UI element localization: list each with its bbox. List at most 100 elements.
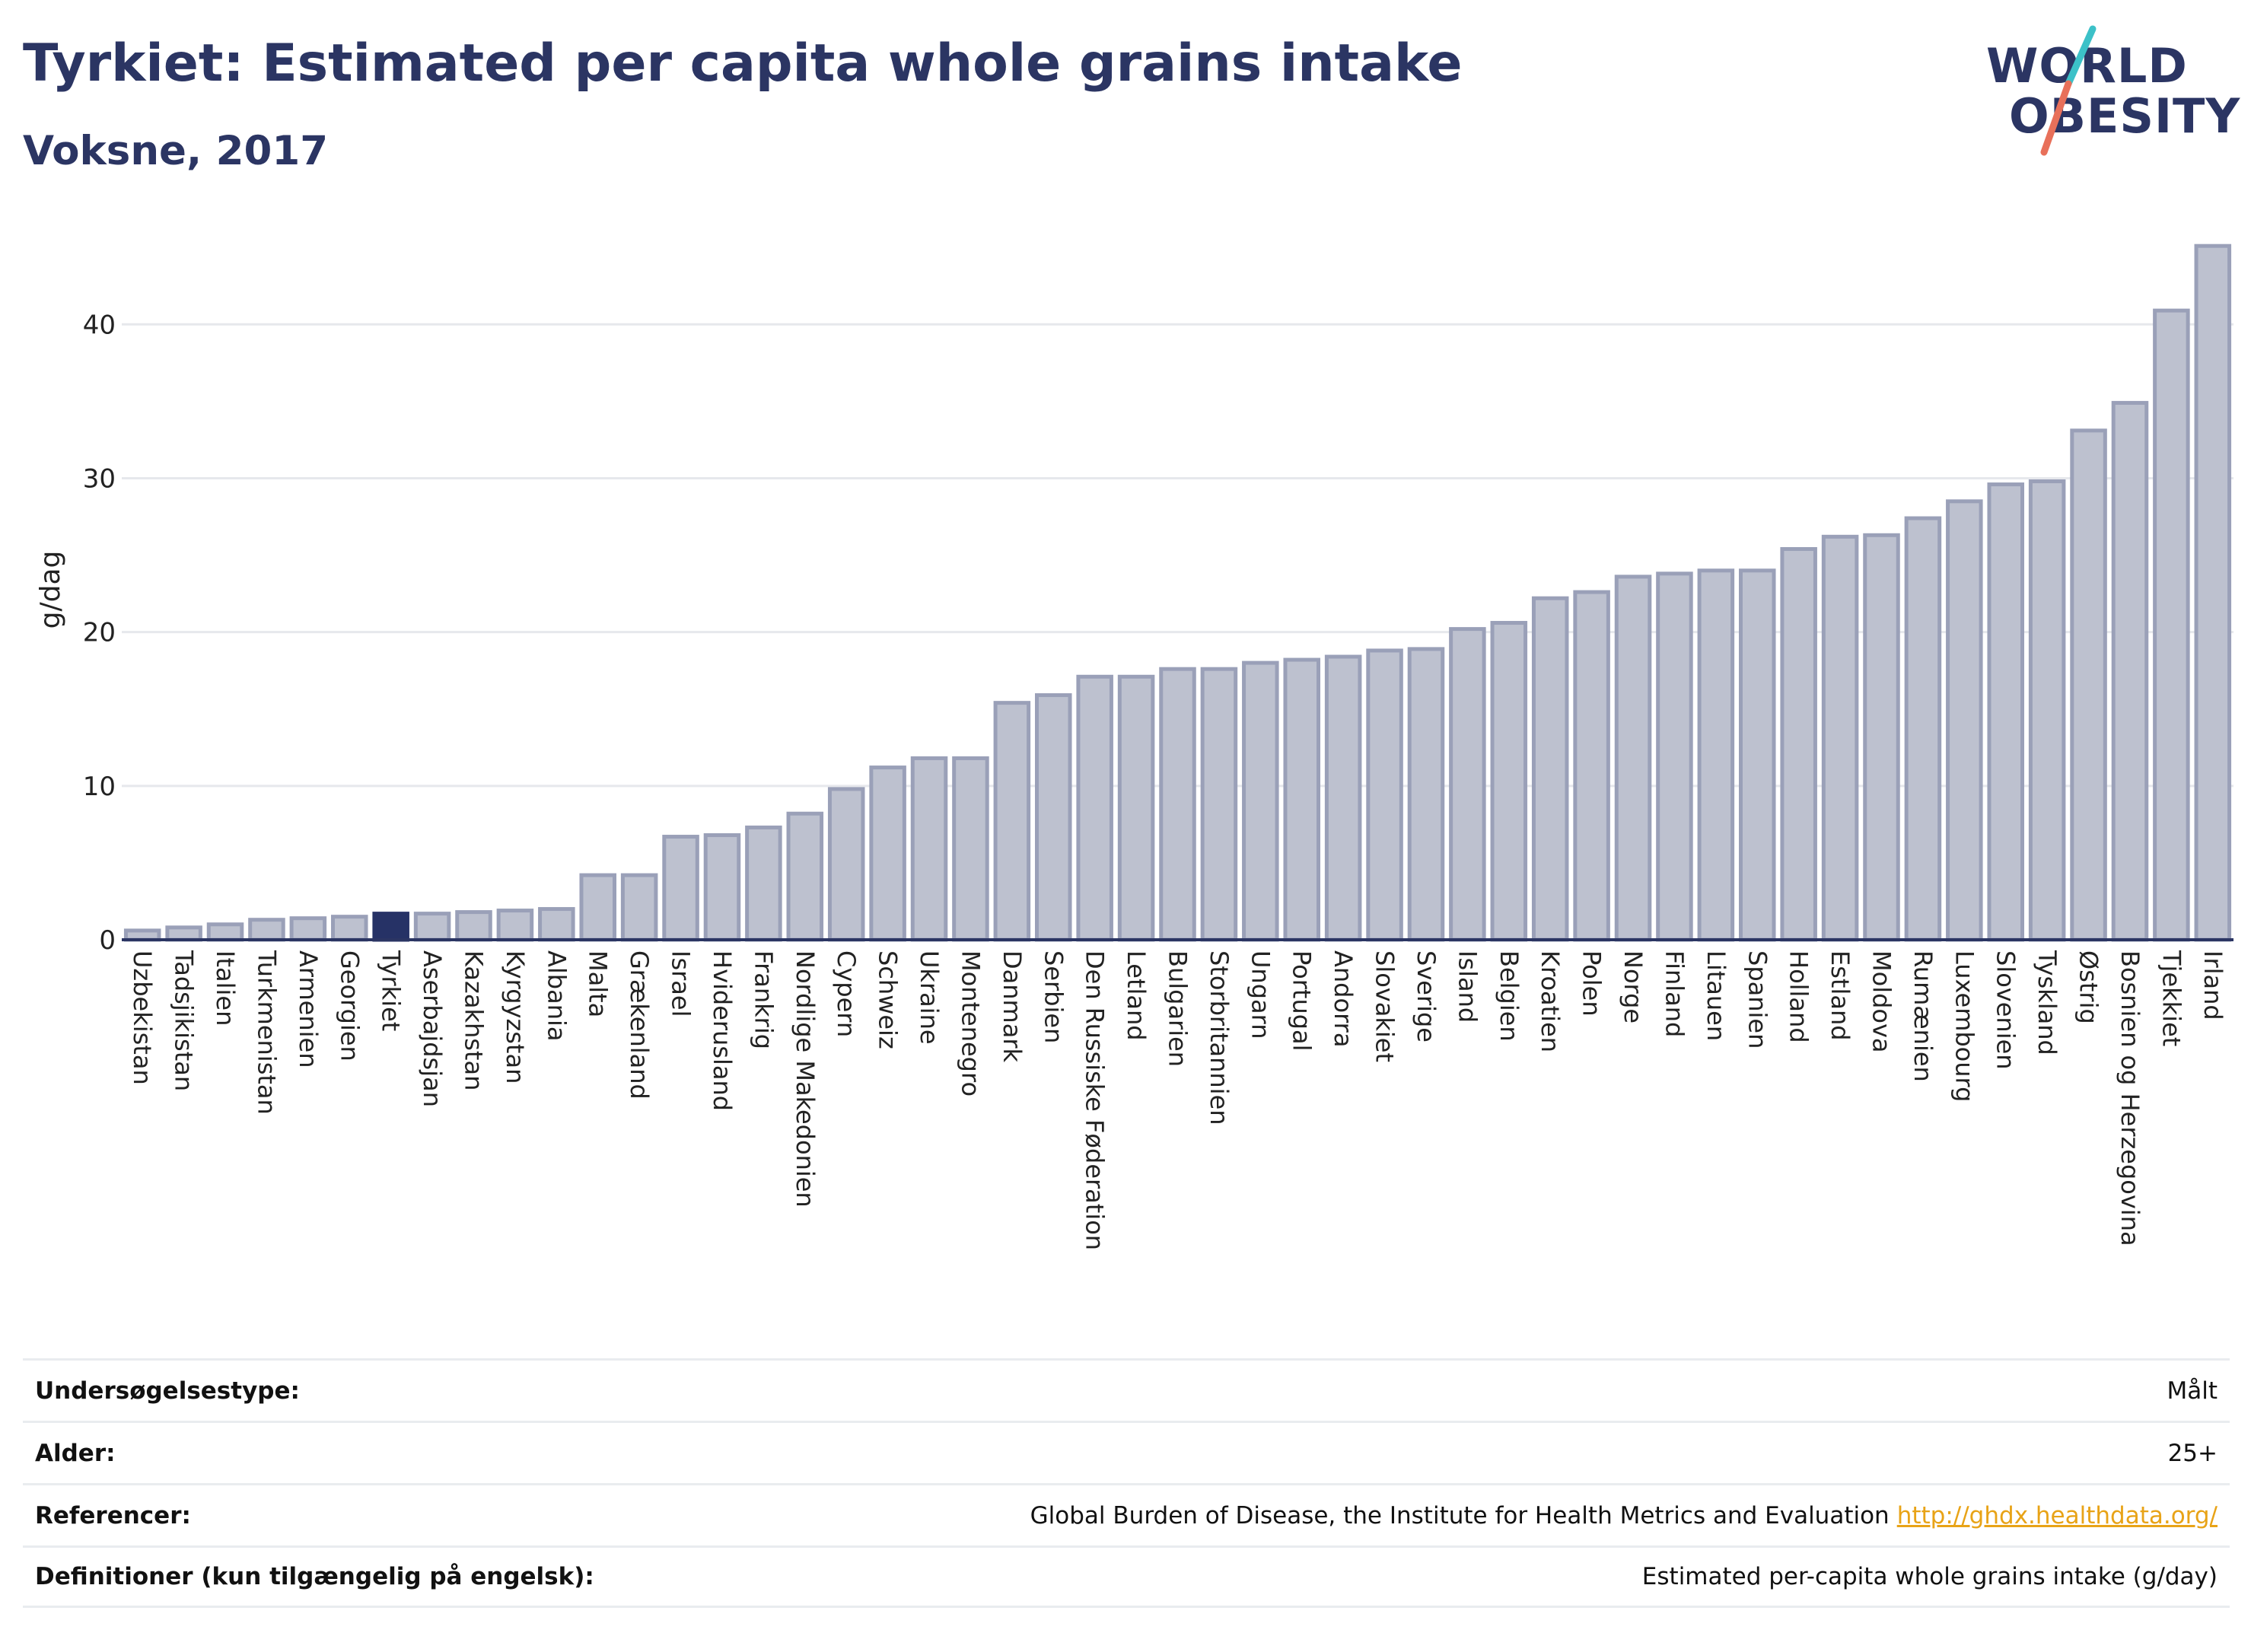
- x-tick-label: Slovenien: [1992, 950, 2020, 1070]
- bar[interactable]: [289, 916, 327, 942]
- x-tick-label: Tjekkiet: [2157, 950, 2186, 1046]
- bar[interactable]: [827, 787, 865, 942]
- meta-row-references: Referencer: Global Burden of Disease, th…: [23, 1483, 2230, 1545]
- meta-label: Definitioner (kun tilgængelig på engelsk…: [35, 1563, 594, 1590]
- x-tick-label: Frankrig: [749, 950, 778, 1049]
- bar[interactable]: [1035, 693, 1072, 942]
- bar[interactable]: [1656, 571, 1693, 942]
- logo-slash-icon: [2040, 25, 2097, 156]
- x-tick-label: Moldova: [1867, 950, 1896, 1053]
- bar[interactable]: [1117, 674, 1155, 942]
- meta-value: Global Burden of Disease, the Institute …: [1030, 1501, 1890, 1529]
- x-tick-label: Kazakhstan: [460, 950, 489, 1090]
- reference-link[interactable]: http://ghdx.healthdata.org/: [1896, 1501, 2218, 1529]
- bar[interactable]: [662, 835, 699, 942]
- bar[interactable]: [331, 915, 368, 942]
- bar[interactable]: [745, 825, 782, 942]
- x-tick-label: Serbien: [1039, 950, 1068, 1043]
- bar[interactable]: [165, 925, 202, 942]
- x-tick-label: Uzbekistan: [128, 950, 157, 1085]
- x-tick-labels: Uzbekistan Tadsjikistan Italien Turkmenista…: [128, 950, 2227, 1250]
- bar-highlighted[interactable]: [372, 912, 409, 942]
- bar[interactable]: [1904, 516, 1942, 942]
- meta-label: Undersøgelsestype:: [35, 1377, 300, 1405]
- bar[interactable]: [1407, 647, 1445, 942]
- bar[interactable]: [1614, 575, 1652, 942]
- meta-value: Estimated per-capita whole grains intake…: [1641, 1563, 2218, 1590]
- x-tick-label: Finland: [1660, 950, 1689, 1037]
- x-tick-label: Israel: [667, 950, 696, 1017]
- bar[interactable]: [413, 912, 451, 942]
- x-tick-label: Turkmenistan: [252, 950, 281, 1115]
- bar[interactable]: [1200, 667, 1238, 942]
- bar[interactable]: [1449, 627, 1486, 942]
- bar[interactable]: [206, 922, 244, 942]
- bar[interactable]: [1697, 568, 1735, 942]
- x-tick-label: Polen: [1578, 950, 1606, 1017]
- x-tick-label: Portugal: [1288, 950, 1317, 1052]
- bar[interactable]: [1863, 533, 1900, 942]
- x-tick-label: Montenegro: [956, 950, 985, 1097]
- bar[interactable]: [1159, 667, 1196, 942]
- bar[interactable]: [2194, 244, 2232, 942]
- x-tick-label: Tyrkiet: [377, 950, 406, 1031]
- x-tick-label: Slovakiet: [1371, 950, 1399, 1062]
- x-tick-label: Spanien: [1743, 950, 1772, 1049]
- x-tick-label: Nordlige Makedonien: [791, 950, 820, 1208]
- x-tick-label: Cypern: [832, 950, 861, 1037]
- x-tick-label: Grækenland: [625, 950, 654, 1100]
- world-obesity-logo[interactable]: WORLD OBESITY: [1986, 21, 2240, 158]
- bars: [123, 244, 2232, 942]
- meta-row-definition: Definitioner (kun tilgængelig på engelsk…: [23, 1545, 2230, 1608]
- bar[interactable]: [248, 918, 285, 942]
- bar[interactable]: [579, 873, 616, 942]
- bar[interactable]: [1324, 654, 1362, 942]
- bar[interactable]: [2111, 400, 2149, 942]
- bar[interactable]: [2028, 479, 2066, 942]
- x-tick-label: Schweiz: [874, 950, 903, 1049]
- bar[interactable]: [1076, 674, 1113, 942]
- x-tick-label: Kyrgyzstan: [501, 950, 530, 1084]
- x-tick-label: Den Russiske Føderation: [1081, 950, 1110, 1250]
- x-tick-label: Letland: [1122, 950, 1151, 1041]
- y-tick-label: 30: [83, 463, 116, 494]
- bar[interactable]: [538, 907, 575, 942]
- bar[interactable]: [620, 873, 658, 942]
- bar[interactable]: [496, 909, 534, 942]
- bar[interactable]: [1780, 546, 1817, 942]
- bar[interactable]: [1490, 621, 1528, 942]
- bar[interactable]: [703, 833, 741, 942]
- bar[interactable]: [786, 811, 824, 942]
- meta-row-age: Alder: 25+: [23, 1421, 2230, 1483]
- meta-label: Alder:: [35, 1439, 116, 1467]
- x-tick-label: Luxembourg: [1950, 950, 1979, 1102]
- bar[interactable]: [455, 910, 492, 942]
- x-tick-label: Tyskland: [2033, 950, 2062, 1055]
- x-tick-label: Bosnien og Herzegovina: [2116, 950, 2144, 1246]
- bar[interactable]: [1821, 534, 1859, 942]
- x-tick-label: Island: [1453, 950, 1482, 1023]
- x-tick-label: Kroatien: [1536, 950, 1565, 1052]
- bar[interactable]: [952, 756, 989, 942]
- bar[interactable]: [1283, 657, 1320, 942]
- bar[interactable]: [993, 701, 1031, 942]
- y-tick-label: 20: [83, 618, 116, 648]
- x-tick-label: Estland: [1826, 950, 1855, 1041]
- bar[interactable]: [1531, 596, 1569, 942]
- bar[interactable]: [1242, 660, 1279, 942]
- bar[interactable]: [2070, 428, 2107, 942]
- bar[interactable]: [2153, 308, 2190, 942]
- bar[interactable]: [1739, 568, 1776, 942]
- x-tick-label: Ungarn: [1246, 950, 1275, 1039]
- x-tick-label: Litauen: [1702, 950, 1730, 1041]
- x-tick-label: Aserbajdsjan: [418, 950, 447, 1107]
- bar[interactable]: [869, 766, 906, 942]
- bar-chart: 0 10 20 30 40 Uzbekistan Tadsjikistan Italien T…: [35, 244, 2233, 1250]
- bar[interactable]: [1946, 499, 1983, 942]
- bar[interactable]: [1573, 590, 1610, 942]
- bar[interactable]: [910, 756, 948, 942]
- bar[interactable]: [1987, 482, 2025, 942]
- x-tick-label: Danmark: [998, 950, 1027, 1062]
- bar[interactable]: [1366, 648, 1403, 942]
- meta-label: Referencer:: [35, 1501, 191, 1529]
